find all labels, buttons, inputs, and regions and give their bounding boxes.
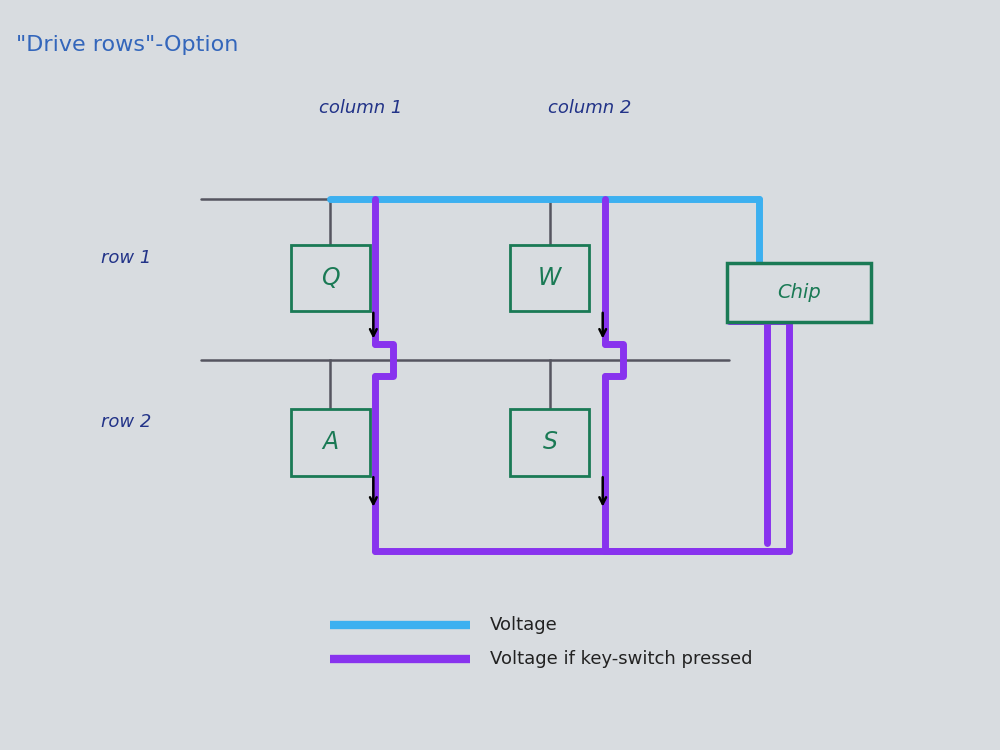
Text: A: A <box>322 430 339 454</box>
Text: column 1: column 1 <box>319 100 402 118</box>
Text: "Drive rows"-Option: "Drive rows"-Option <box>16 35 239 55</box>
Text: S: S <box>542 430 557 454</box>
Text: column 2: column 2 <box>548 100 631 118</box>
FancyBboxPatch shape <box>291 409 370 476</box>
Text: W: W <box>538 266 562 290</box>
FancyBboxPatch shape <box>510 409 589 476</box>
Text: row 1: row 1 <box>101 249 151 267</box>
Text: Q: Q <box>321 266 340 290</box>
Text: Chip: Chip <box>777 284 821 302</box>
FancyBboxPatch shape <box>291 244 370 311</box>
Text: Voltage: Voltage <box>490 616 558 634</box>
FancyBboxPatch shape <box>510 244 589 311</box>
Text: Voltage if key-switch pressed: Voltage if key-switch pressed <box>490 650 753 668</box>
Text: row 2: row 2 <box>101 413 151 431</box>
FancyBboxPatch shape <box>727 263 871 322</box>
